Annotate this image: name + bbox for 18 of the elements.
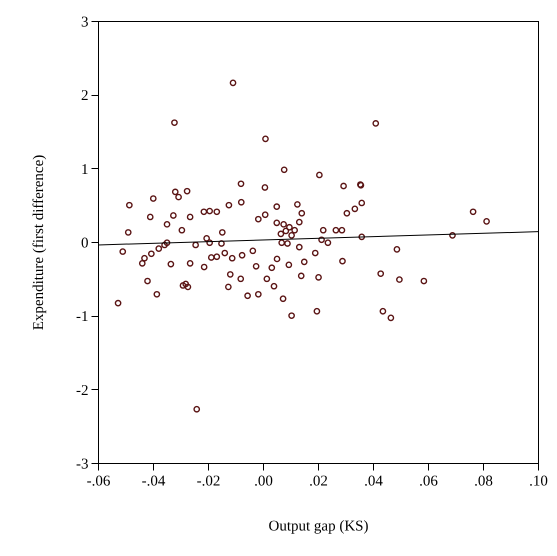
y-axis-title: Expenditure (first difference) [31,154,48,330]
x-tick-label: -.06 [86,474,111,490]
y-tick-label: 3 [81,14,88,30]
y-tick-label: 0 [81,236,88,252]
y-tick-label: 1 [81,162,88,178]
x-tick-label: -.02 [196,474,220,490]
x-tick-label: .06 [419,474,438,490]
y-tick-label: 2 [81,88,88,104]
x-tick-label: .08 [474,474,493,490]
x-tick-label: .00 [254,474,273,490]
x-tick-label: -.04 [142,474,166,490]
x-axis-title: Output gap (KS) [268,518,368,534]
y-tick-label: -1 [76,309,88,326]
x-tick-label: .04 [364,474,384,490]
x-tick-label: .02 [309,474,328,490]
y-tick-label: -2 [76,382,88,399]
y-tick-label: -3 [76,456,88,472]
x-tick-label: .10 [529,474,548,490]
